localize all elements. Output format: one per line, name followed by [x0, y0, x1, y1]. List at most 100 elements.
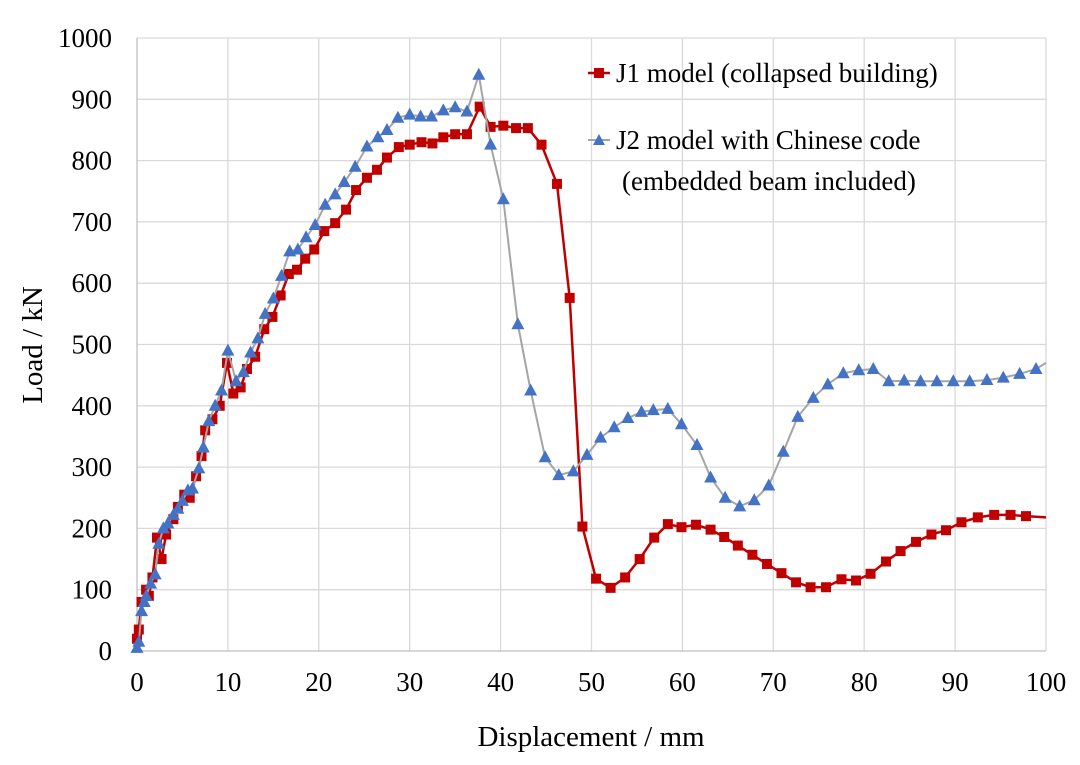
legend-j1-marker [594, 68, 604, 78]
y-axis-label: Load / kN [17, 286, 49, 404]
data-point-square [461, 129, 472, 140]
x-tick-label: 90 [942, 667, 969, 697]
x-tick-label: 30 [396, 667, 423, 697]
data-point-square [485, 121, 496, 132]
data-point-square [522, 123, 533, 134]
data-point-triangle [328, 187, 342, 200]
legend: J1 model (collapsed building) J2 model w… [588, 58, 938, 196]
data-point-square [427, 138, 438, 149]
data-point-triangle [566, 464, 580, 477]
data-point-triangle [135, 604, 149, 617]
data-point-square [911, 536, 922, 547]
data-point-triangle [484, 137, 498, 150]
data-point-triangle [897, 373, 911, 386]
data-point-triangle [251, 331, 265, 344]
data-point-triangle [425, 109, 439, 122]
data-point-triangle [704, 470, 718, 483]
x-tick-label: 100 [1026, 667, 1067, 697]
data-point-triangle [161, 516, 175, 529]
y-tick-label: 0 [99, 636, 113, 666]
data-point-square [511, 123, 522, 134]
data-point-triangle [236, 365, 250, 378]
x-axis-label: Displacement / mm [477, 721, 705, 753]
data-point-square [791, 577, 802, 588]
data-point-triangle [511, 317, 525, 330]
data-point-triangle [291, 242, 305, 255]
y-tick-label: 100 [72, 575, 113, 605]
series-group [130, 67, 1047, 653]
y-tick-label: 900 [72, 84, 113, 114]
data-point-square [151, 532, 162, 543]
data-point-square [851, 575, 862, 586]
tick-labels: 0 10 20 30 40 50 60 70 80 90 100010020030040050060… [58, 23, 1066, 697]
data-point-triangle [594, 430, 608, 443]
y-tick-label: 300 [72, 452, 113, 482]
data-point-square [393, 142, 404, 153]
data-point-square [214, 400, 225, 411]
data-point-triangle [299, 230, 313, 243]
series-2 [130, 67, 1047, 653]
data-point-square [620, 572, 631, 583]
data-point-triangle [621, 411, 635, 424]
x-tick-label: 40 [487, 667, 514, 697]
data-point-triangle [607, 420, 621, 433]
data-point-triangle [308, 217, 322, 230]
data-point-square [341, 204, 352, 215]
data-point-square [330, 218, 341, 229]
data-point-triangle [552, 468, 566, 481]
legend-j2-label-line1: J2 model with Chinese code [616, 125, 920, 155]
axes [136, 38, 1046, 652]
data-point-triangle [646, 403, 660, 416]
data-point-triangle [414, 109, 428, 122]
y-tick-label: 1000 [58, 23, 112, 53]
data-point-triangle [866, 362, 880, 375]
data-point-triangle [733, 499, 747, 512]
data-point-square [1005, 509, 1016, 520]
data-point-square [371, 164, 382, 175]
data-point-square [291, 264, 302, 275]
data-point-square [156, 554, 167, 565]
data-point-square [228, 388, 239, 399]
gridlines [137, 37, 1047, 651]
data-point-square [836, 574, 847, 585]
data-point-triangle [718, 490, 732, 503]
data-point-triangle [202, 414, 216, 427]
data-point-square [416, 137, 427, 148]
data-point-square [1021, 511, 1032, 522]
data-point-triangle [192, 461, 206, 474]
data-point-triangle [380, 122, 394, 135]
data-point-square [591, 573, 602, 584]
x-tick-label: 20 [305, 667, 332, 697]
data-point-square [438, 132, 449, 143]
data-point-square [732, 540, 743, 551]
data-point-triangle [1029, 362, 1043, 375]
data-point-square [200, 425, 211, 436]
data-point-triangle [762, 478, 776, 491]
data-point-triangle [139, 588, 153, 601]
x-tick-label: 70 [760, 667, 787, 697]
data-point-triangle [360, 139, 374, 152]
data-point-square [536, 139, 547, 150]
data-point-triangle [448, 100, 462, 113]
data-point-square [691, 519, 702, 530]
data-point-square [881, 556, 892, 567]
data-point-triangle [946, 374, 960, 387]
data-point-square [865, 568, 876, 579]
data-point-triangle [403, 107, 417, 120]
data-point-triangle [963, 374, 977, 387]
data-point-triangle [175, 493, 189, 506]
data-point-square [662, 519, 673, 530]
data-point-square [989, 509, 1000, 520]
data-point-square [926, 529, 937, 540]
data-point-triangle [221, 343, 235, 356]
data-point-square [551, 178, 562, 189]
y-tick-label: 700 [72, 207, 113, 237]
data-point-square [747, 549, 758, 560]
data-point-square [319, 226, 330, 237]
data-point-square [941, 525, 952, 536]
y-tick-label: 400 [72, 391, 113, 421]
legend-j2-label-line2: (embedded beam included) [622, 166, 916, 196]
data-point-triangle [980, 373, 994, 386]
legend-j1-label: J1 model (collapsed building) [616, 58, 938, 88]
